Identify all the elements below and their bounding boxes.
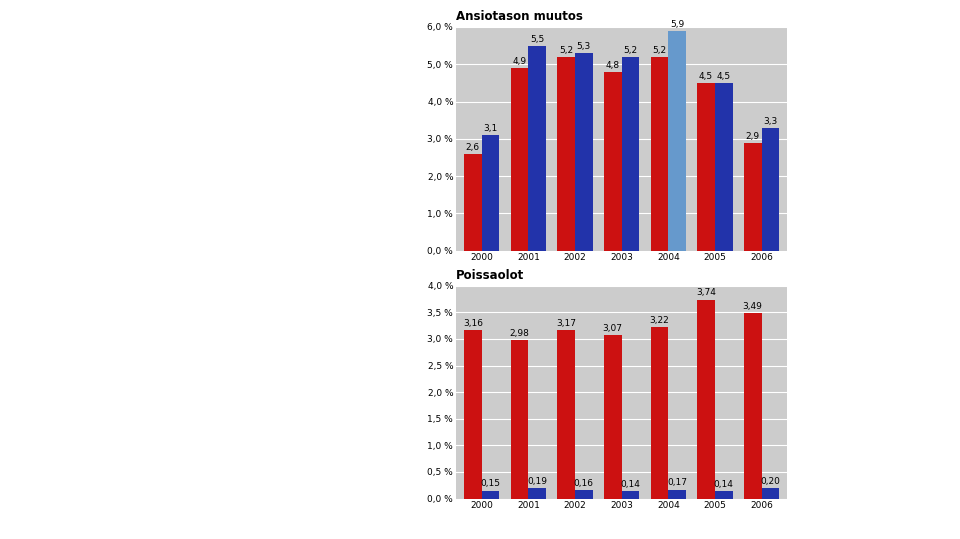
Bar: [668, 31, 686, 251]
Text: 5,2: 5,2: [623, 46, 637, 55]
Bar: [697, 83, 715, 251]
Text: 3,1: 3,1: [484, 124, 497, 133]
Bar: [575, 53, 592, 251]
Text: 5,2: 5,2: [653, 46, 666, 55]
Legend: Kokoaikaiset, Osa-aikaiset: Kokoaikaiset, Osa-aikaiset: [520, 295, 723, 313]
Text: 3,49: 3,49: [743, 302, 762, 310]
Bar: [511, 68, 528, 251]
Bar: [651, 57, 668, 251]
Text: 3,22: 3,22: [650, 316, 669, 325]
Text: Ansiotason muutos: Ansiotason muutos: [456, 10, 583, 23]
Text: 2,98: 2,98: [510, 329, 529, 338]
Bar: [744, 313, 761, 499]
Text: 4,8: 4,8: [606, 61, 620, 70]
Text: 0,14: 0,14: [620, 480, 640, 489]
Bar: [715, 491, 732, 499]
Bar: [482, 490, 499, 499]
Text: 0,15: 0,15: [481, 480, 500, 488]
Text: 3,07: 3,07: [603, 324, 623, 333]
Bar: [697, 300, 715, 499]
Text: 5,5: 5,5: [530, 34, 544, 44]
Text: 3,16: 3,16: [463, 319, 483, 328]
Bar: [621, 57, 639, 251]
Text: 5,3: 5,3: [577, 42, 591, 51]
Text: 0,17: 0,17: [667, 479, 687, 487]
Text: 0,19: 0,19: [527, 478, 547, 486]
Bar: [761, 488, 780, 499]
Bar: [621, 491, 639, 499]
Bar: [744, 142, 761, 251]
Text: 4,5: 4,5: [717, 72, 731, 81]
Text: 0,20: 0,20: [760, 477, 780, 486]
Text: Poissaolot: Poissaolot: [456, 269, 524, 282]
Text: 5,9: 5,9: [670, 20, 684, 29]
Bar: [528, 46, 546, 251]
Text: 0,16: 0,16: [574, 479, 594, 488]
Text: 5,2: 5,2: [559, 46, 573, 55]
Bar: [761, 128, 780, 251]
Text: 3,74: 3,74: [696, 288, 716, 298]
Text: 4,5: 4,5: [699, 72, 713, 81]
Bar: [604, 72, 622, 251]
Text: 2,6: 2,6: [466, 143, 480, 152]
Text: 2,9: 2,9: [746, 132, 759, 141]
Bar: [557, 57, 575, 251]
Bar: [464, 330, 482, 499]
Bar: [482, 135, 499, 251]
Bar: [464, 154, 482, 251]
Text: 4,9: 4,9: [513, 57, 526, 66]
Bar: [715, 83, 732, 251]
Bar: [604, 335, 622, 499]
Bar: [651, 327, 668, 499]
Text: 0,14: 0,14: [714, 480, 733, 489]
Bar: [557, 330, 575, 499]
Bar: [511, 340, 528, 499]
Bar: [575, 490, 592, 499]
Bar: [528, 488, 546, 499]
Bar: [668, 489, 686, 499]
Text: 3,3: 3,3: [763, 117, 778, 126]
Text: 3,17: 3,17: [556, 319, 576, 328]
